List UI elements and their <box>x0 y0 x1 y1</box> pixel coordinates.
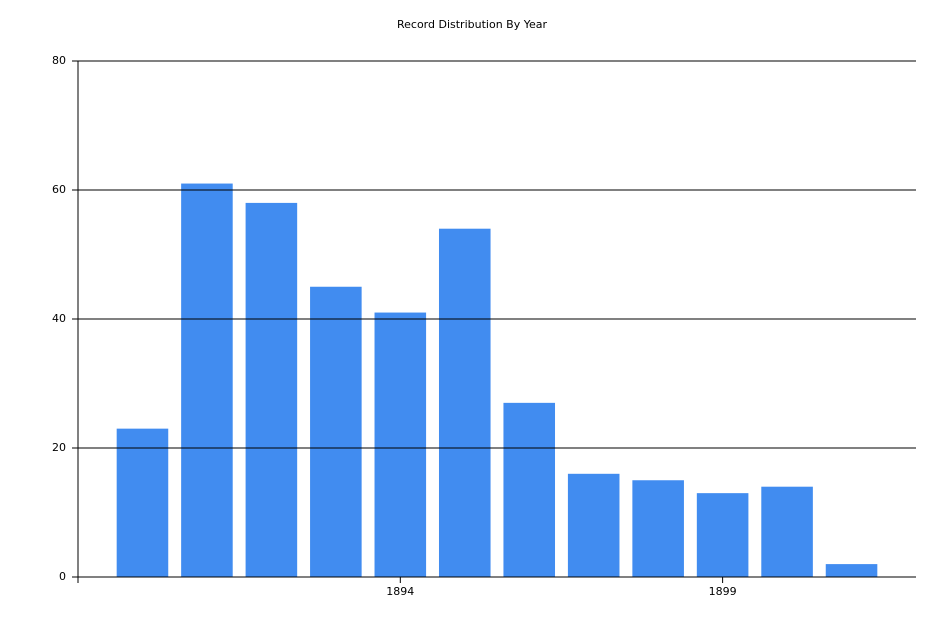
chart-title: Record Distribution By Year <box>397 18 547 31</box>
bar <box>374 312 427 577</box>
bar <box>632 480 684 577</box>
bar <box>245 202 298 577</box>
bar <box>696 493 749 577</box>
bar <box>310 286 362 577</box>
bar <box>567 473 620 577</box>
bar <box>181 183 233 578</box>
y-tick-label: 20 <box>52 441 66 454</box>
bar <box>503 402 556 577</box>
x-tick-label: 1894 <box>386 585 414 598</box>
bar <box>438 228 491 577</box>
bar <box>116 428 169 577</box>
bar <box>761 486 813 577</box>
y-tick-label: 80 <box>52 54 66 67</box>
y-tick-label: 0 <box>59 570 66 583</box>
y-tick-label: 60 <box>52 183 66 196</box>
y-tick-label: 40 <box>52 312 66 325</box>
x-tick-label: 1899 <box>709 585 737 598</box>
bar <box>825 564 878 577</box>
